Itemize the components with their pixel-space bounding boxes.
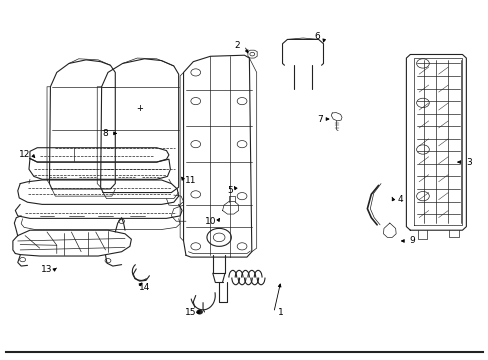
Text: +: +	[136, 104, 143, 113]
Text: +: +	[136, 104, 143, 113]
Text: 15: 15	[185, 308, 196, 317]
Text: 10: 10	[204, 217, 216, 226]
Text: 4: 4	[397, 195, 403, 204]
Text: 1: 1	[278, 308, 284, 317]
Text: 6: 6	[314, 32, 320, 41]
Text: 2: 2	[234, 41, 240, 50]
Text: 13: 13	[41, 265, 53, 274]
Text: 7: 7	[317, 114, 322, 123]
Text: 3: 3	[465, 158, 471, 167]
Text: 8: 8	[102, 129, 108, 138]
Text: 5: 5	[226, 186, 232, 195]
Text: 9: 9	[409, 237, 415, 246]
Circle shape	[196, 310, 202, 314]
Text: 14: 14	[139, 283, 150, 292]
Text: 11: 11	[185, 176, 196, 185]
Text: 12: 12	[20, 150, 31, 159]
